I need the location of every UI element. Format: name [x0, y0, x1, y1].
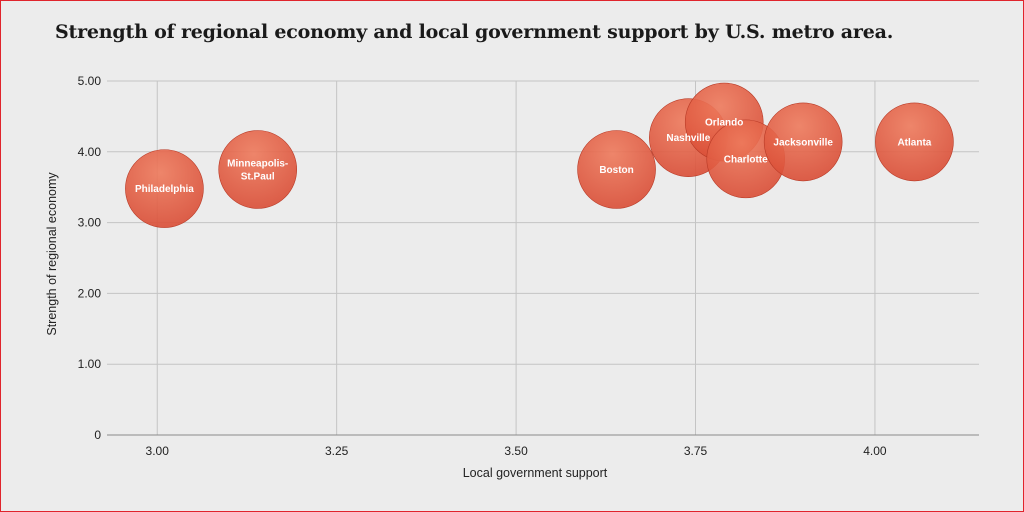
bubble-philadelphia [125, 149, 204, 228]
y-axis-title: Strength of regional economy [45, 172, 59, 336]
y-tick-label: 2.00 [78, 286, 102, 300]
bubble-jacksonville [763, 102, 843, 182]
x-tick-label: 3.25 [325, 444, 349, 458]
bubble-label: Orlando [705, 118, 743, 129]
bubble-label: Charlotte [724, 154, 768, 165]
bubble-label: St.Paul [241, 172, 275, 183]
y-tick-label: 5.00 [78, 74, 102, 88]
y-tick-label: 4.00 [78, 145, 102, 159]
x-tick-label: 3.75 [684, 444, 708, 458]
x-tick-label: 3.50 [504, 444, 528, 458]
bubble-label: Atlanta [897, 137, 931, 148]
x-axis-title: Local government support [463, 466, 608, 480]
y-tick-label: 3.00 [78, 216, 102, 230]
chart-title: Strength of regional economy and local g… [55, 21, 894, 43]
bubble-label: Boston [599, 165, 633, 176]
bubble-label: Philadelphia [135, 184, 194, 195]
bubble-label: Nashville [666, 133, 710, 144]
y-tick-label: 0 [94, 428, 101, 442]
x-tick-label: 4.00 [863, 444, 887, 458]
bubble-minneapolis-st-paul [218, 130, 298, 209]
x-tick-label: 3.00 [146, 444, 170, 458]
bubble-label: Minneapolis- [227, 159, 288, 170]
bubble-atlanta [875, 102, 954, 182]
bubble-label: Jacksonville [773, 137, 833, 148]
bubble-boston [577, 130, 656, 209]
y-tick-label: 1.00 [78, 357, 102, 371]
